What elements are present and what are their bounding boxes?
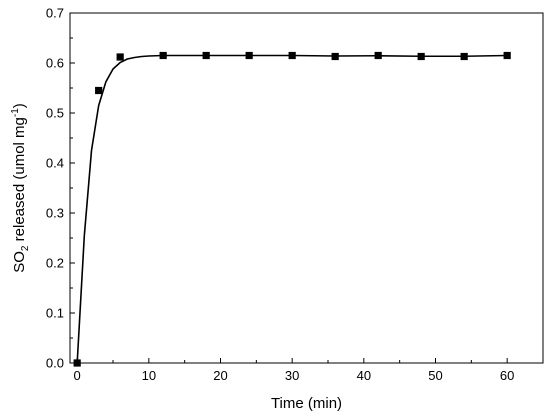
data-point: [460, 52, 468, 61]
y-tick-label: 0.2: [46, 256, 64, 271]
fit-curve: [76, 54, 508, 364]
data-point: [159, 51, 167, 60]
data-point: [374, 51, 382, 60]
y-axis-title-part: -1: [10, 108, 21, 117]
x-tick-label: 20: [213, 368, 227, 383]
y-tick-label: 0.5: [46, 106, 64, 121]
y-tick-label: 0.0: [46, 356, 64, 371]
y-axis-title-part: 2: [20, 245, 31, 251]
data-point: [95, 86, 103, 95]
plot-area: [69, 12, 544, 364]
x-axis-title: Time (min): [271, 395, 342, 412]
y-tick-label: 0.4: [46, 156, 64, 171]
x-tick-label: 30: [285, 368, 299, 383]
plot-border: [69, 12, 544, 364]
y-tick-label: 0.1: [46, 306, 64, 321]
y-tick-label: 0.7: [46, 6, 64, 21]
y-axis-title-part: ): [11, 103, 28, 108]
data-point: [202, 51, 210, 60]
data-point: [417, 52, 425, 61]
data-point: [245, 51, 253, 60]
x-axis: 0 10 20 30 40 50 60: [74, 358, 514, 383]
x-tick-label: 40: [357, 368, 371, 383]
data-point: [503, 51, 511, 60]
data-series: [73, 51, 511, 367]
data-point: [288, 51, 296, 60]
x-tick-label: 50: [428, 368, 442, 383]
data-point: [116, 53, 124, 61]
x-tick-label: 60: [500, 368, 514, 383]
y-axis-title: SO2 released (umol mg-1): [10, 103, 31, 273]
data-point: [331, 52, 339, 61]
data-point: [73, 359, 81, 367]
y-tick-label: 0.6: [46, 56, 64, 71]
y-axis: 0.0 0.1 0.2 0.3 0.4 0.5 0.6 0.7: [46, 6, 75, 371]
y-axis-title-part: SO: [11, 251, 28, 273]
y-axis-title-part: released (umol mg: [11, 117, 28, 245]
y-tick-label: 0.3: [46, 206, 64, 221]
x-tick-label: 0: [74, 368, 81, 383]
x-tick-label: 10: [142, 368, 156, 383]
